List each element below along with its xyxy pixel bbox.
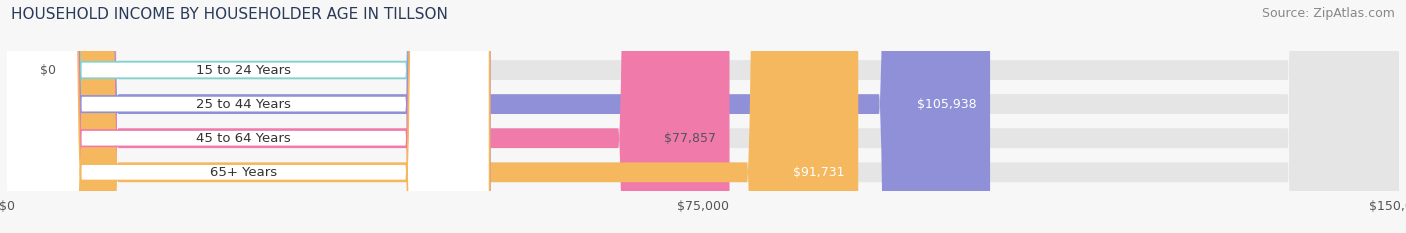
Text: HOUSEHOLD INCOME BY HOUSEHOLDER AGE IN TILLSON: HOUSEHOLD INCOME BY HOUSEHOLDER AGE IN T… — [11, 7, 449, 22]
Text: $105,938: $105,938 — [917, 98, 976, 111]
Text: $0: $0 — [39, 64, 55, 76]
Text: 45 to 64 Years: 45 to 64 Years — [197, 132, 291, 145]
Text: Source: ZipAtlas.com: Source: ZipAtlas.com — [1261, 7, 1395, 20]
FancyBboxPatch shape — [7, 0, 1399, 233]
FancyBboxPatch shape — [7, 0, 1399, 233]
FancyBboxPatch shape — [0, 0, 489, 233]
Text: 15 to 24 Years: 15 to 24 Years — [197, 64, 291, 76]
FancyBboxPatch shape — [7, 0, 858, 233]
FancyBboxPatch shape — [7, 0, 1399, 233]
FancyBboxPatch shape — [0, 0, 489, 233]
FancyBboxPatch shape — [7, 0, 990, 233]
Text: 25 to 44 Years: 25 to 44 Years — [197, 98, 291, 111]
FancyBboxPatch shape — [7, 0, 1399, 233]
FancyBboxPatch shape — [0, 0, 489, 233]
Text: 65+ Years: 65+ Years — [209, 166, 277, 179]
FancyBboxPatch shape — [7, 0, 730, 233]
Text: $91,731: $91,731 — [793, 166, 845, 179]
FancyBboxPatch shape — [0, 0, 489, 233]
Text: $77,857: $77,857 — [664, 132, 716, 145]
